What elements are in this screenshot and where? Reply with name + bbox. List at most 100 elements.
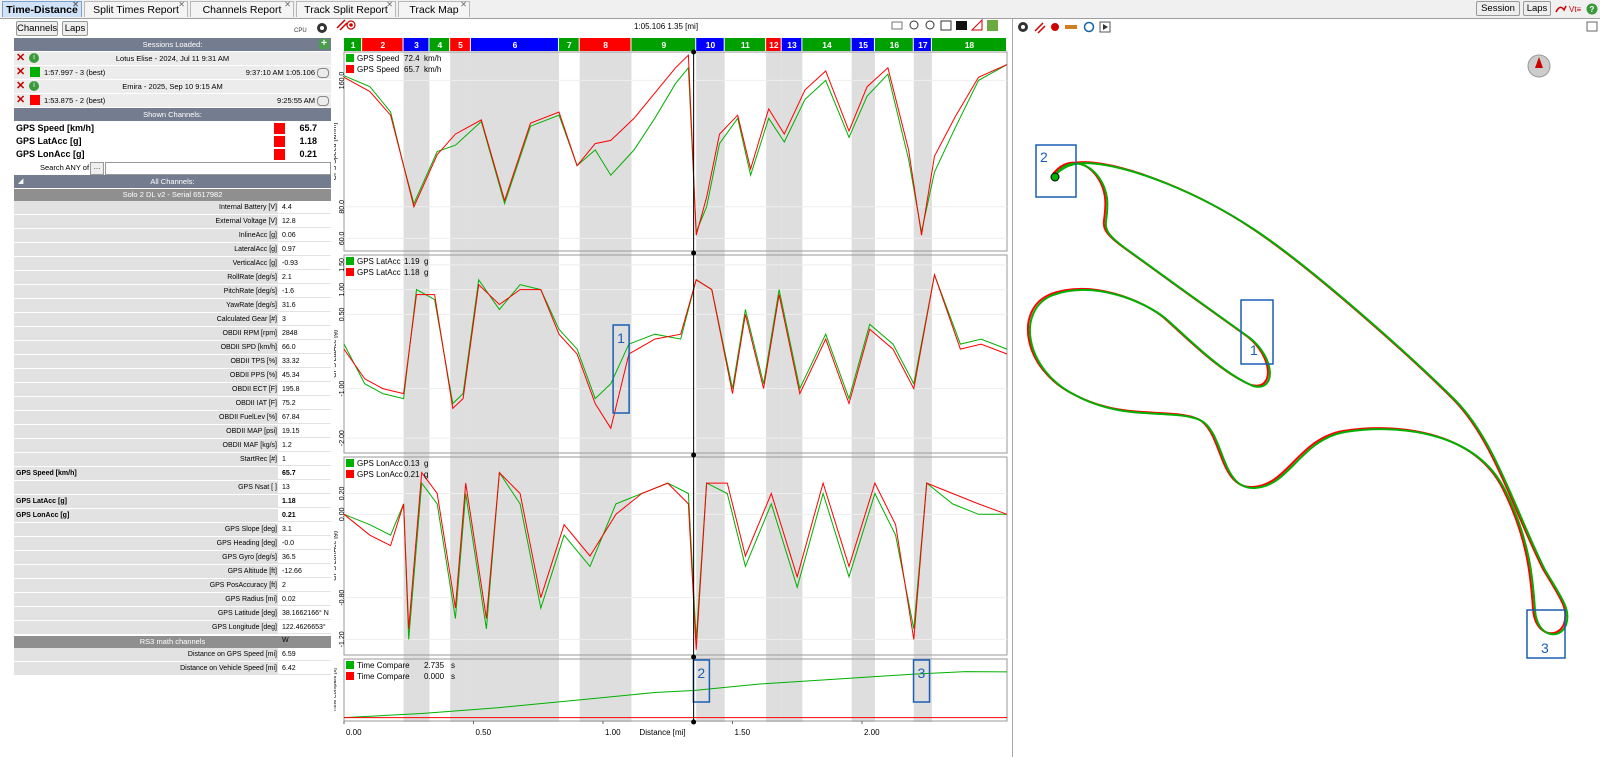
tab-track-split-report[interactable]: Track Split Report ✕	[296, 0, 396, 17]
segment-9[interactable]	[631, 38, 696, 51]
channel-row[interactable]: GPS Gyro [deg/s] 36.5	[14, 551, 331, 565]
channel-row[interactable]: OBDII MAF [kg/s] 1.2	[14, 439, 331, 453]
segment-2[interactable]	[362, 38, 403, 51]
channel-row[interactable]: Distance on Vehicle Speed [mi] 6.42	[14, 662, 331, 676]
target-icon[interactable]	[1083, 21, 1095, 33]
track-marker-2[interactable]: 2	[1035, 144, 1077, 198]
cursor-handle[interactable]	[691, 654, 697, 660]
track-marker-1[interactable]: 1	[1240, 299, 1274, 365]
record-icon[interactable]	[1051, 23, 1059, 31]
remove-session-icon[interactable]: ✕	[16, 80, 26, 92]
segment-4[interactable]	[429, 38, 450, 51]
close-icon[interactable]: ✕	[284, 0, 291, 9]
close-icon[interactable]: ✕	[460, 0, 467, 9]
laps-toggle-button[interactable]: Laps	[62, 21, 88, 36]
track-marker-3[interactable]: 3	[1526, 609, 1566, 659]
segment-15[interactable]	[851, 38, 874, 51]
gradient-icon[interactable]	[970, 18, 983, 31]
collapse-icon[interactable]: ◢	[18, 178, 24, 185]
segment-5[interactable]	[450, 38, 470, 51]
channel-row[interactable]: OBDII IAT [F] 75.2	[14, 397, 331, 411]
channels-button[interactable]: Channels	[16, 21, 58, 36]
help-icon[interactable]	[1586, 3, 1598, 15]
car-position[interactable]	[1050, 172, 1060, 182]
session-lap-row[interactable]: ✕ 1:53.875 - 2 (best) 9:25:55 AM	[14, 94, 331, 108]
close-icon[interactable]: ✕	[72, 0, 79, 9]
add-session-icon[interactable]: +	[319, 39, 329, 49]
channel-row[interactable]: GPS Longitude [deg] 122.4626653° W	[14, 621, 331, 644]
channel-row[interactable]: InlineAcc [g] 0.06	[14, 229, 331, 243]
ruler-icon[interactable]: Vt≡	[1569, 5, 1582, 14]
export-icon[interactable]	[1586, 21, 1598, 32]
channel-row[interactable]: OBDII SPD [km/h] 66.0	[14, 341, 331, 355]
pane-3[interactable]: 0.20 0.00 -0.80 -1.20 GPS LonAcc [g] GPS LonA…	[331, 456, 1008, 656]
tab-time-distance[interactable]: Time-Distance ✕	[2, 0, 82, 17]
channel-row[interactable]: RollRate [deg/s] 2.1	[14, 271, 331, 285]
lap-lines-icon[interactable]	[336, 19, 348, 31]
channel-row[interactable]: OBDII RPM [rpm] 2848	[14, 327, 331, 341]
tab-split-times-report[interactable]: Split Times Report ✕	[84, 0, 188, 17]
info-icon[interactable]: i	[29, 53, 39, 63]
channel-row[interactable]: Calculated Gear [#] 3	[14, 313, 331, 327]
tab-channels-report[interactable]: Channels Report ✕	[190, 0, 294, 17]
channel-color-swatch[interactable]	[274, 149, 285, 160]
channel-row[interactable]: Distance on GPS Speed [mi] 6.59	[14, 648, 331, 662]
session-lap-row[interactable]: ✕ 1:57.997 - 3 (best) 9:37:10 AM 1:05.10…	[14, 66, 331, 80]
shown-channel-row[interactable]: GPS LatAcc [g] 1.18	[16, 136, 317, 147]
segment-18[interactable]	[931, 38, 1006, 51]
channel-row[interactable]: StartRec [#] 1	[14, 453, 331, 467]
shown-channel-row[interactable]: GPS LonAcc [g] 0.21	[16, 149, 317, 160]
channel-row[interactable]: OBDII FuelLev [%] 67.84	[14, 411, 331, 425]
segment-3[interactable]	[403, 38, 429, 51]
channel-row[interactable]: Internal Battery [V] 4.4	[14, 201, 331, 215]
channel-row[interactable]: OBDII MAP [psi] 19.15	[14, 425, 331, 439]
channel-row[interactable]: VerticalAcc [g] -0.93	[14, 257, 331, 271]
panels-icon[interactable]	[987, 20, 998, 31]
segment-11[interactable]	[724, 38, 766, 51]
channel-row[interactable]: External Voltage [V] 12.8	[14, 215, 331, 229]
channel-row[interactable]: GPS Speed [km/h] 65.7	[14, 467, 331, 481]
channel-row[interactable]: GPS PosAccuracy [ft] 2	[14, 579, 331, 593]
channel-row[interactable]: GPS Altitude [ft] -12.66	[14, 565, 331, 579]
segment-12[interactable]	[766, 38, 781, 51]
eye-icon[interactable]	[317, 96, 329, 106]
record-icon[interactable]	[346, 20, 356, 30]
channel-row[interactable]: GPS Latitude [deg] 38.1662166° N	[14, 607, 331, 621]
info-icon[interactable]: i	[29, 81, 39, 91]
graph-marker-1[interactable]: 1	[612, 324, 630, 414]
segment-13[interactable]	[781, 38, 802, 51]
remove-lap-icon[interactable]: ✕	[16, 66, 26, 78]
lap-lines-icon[interactable]	[1034, 22, 1046, 34]
play-button[interactable]	[1099, 21, 1111, 33]
channel-row[interactable]: OBDII PPS [%] 45.34	[14, 369, 331, 383]
segment-1[interactable]	[344, 38, 362, 51]
pane-4[interactable]: Time Compare [s] Time Compare 2.735 s Time C…	[332, 658, 1008, 722]
channel-row[interactable]: GPS LonAcc [g] 0.21	[14, 509, 331, 523]
graph-marker-3[interactable]: 3	[912, 659, 931, 703]
graph-canvas[interactable]: 1:05.106 1.35 [mi] 1 2 3 4 5 6 7 8 9 10 11 12 13 14 15…	[331, 18, 1010, 755]
pane-2[interactable]: 1.50 1.00 0.50 -1.00 -2.00 GPS LatAcc [g] GPS …	[331, 254, 1008, 454]
segment-14[interactable]	[802, 38, 851, 51]
channel-row[interactable]: LateralAcc [g] 0.97	[14, 243, 331, 257]
segment-16[interactable]	[874, 38, 913, 51]
zoom-out-icon[interactable]	[925, 20, 935, 30]
channel-row[interactable]: GPS Heading [deg] -0.0	[14, 537, 331, 551]
segment-17[interactable]	[913, 38, 931, 51]
zoom-in-icon[interactable]	[909, 20, 919, 30]
channel-row[interactable]: PitchRate [deg/s] -1.6	[14, 285, 331, 299]
channel-row[interactable]: GPS Nsat [ ] 13	[14, 481, 331, 495]
cpu-icon[interactable]: CPU	[294, 28, 307, 34]
eye-icon[interactable]	[317, 68, 329, 78]
channel-row[interactable]: YawRate [deg/s] 31.6	[14, 299, 331, 313]
track-map[interactable]: 2 1 3	[1013, 19, 1600, 755]
lap-color-swatch[interactable]	[30, 67, 40, 77]
channel-color-swatch[interactable]	[274, 136, 285, 147]
channel-row[interactable]: GPS LatAcc [g] 1.18	[14, 495, 331, 509]
cursor-handle[interactable]	[691, 719, 697, 725]
cursor-handle[interactable]	[691, 49, 697, 55]
channel-color-swatch[interactable]	[274, 123, 285, 134]
cursor-handle[interactable]	[691, 452, 697, 458]
remove-session-icon[interactable]: ✕	[16, 52, 26, 64]
channel-row[interactable]: OBDII ECT [F] 195.8	[14, 383, 331, 397]
laps-button[interactable]: Laps	[1523, 1, 1551, 16]
